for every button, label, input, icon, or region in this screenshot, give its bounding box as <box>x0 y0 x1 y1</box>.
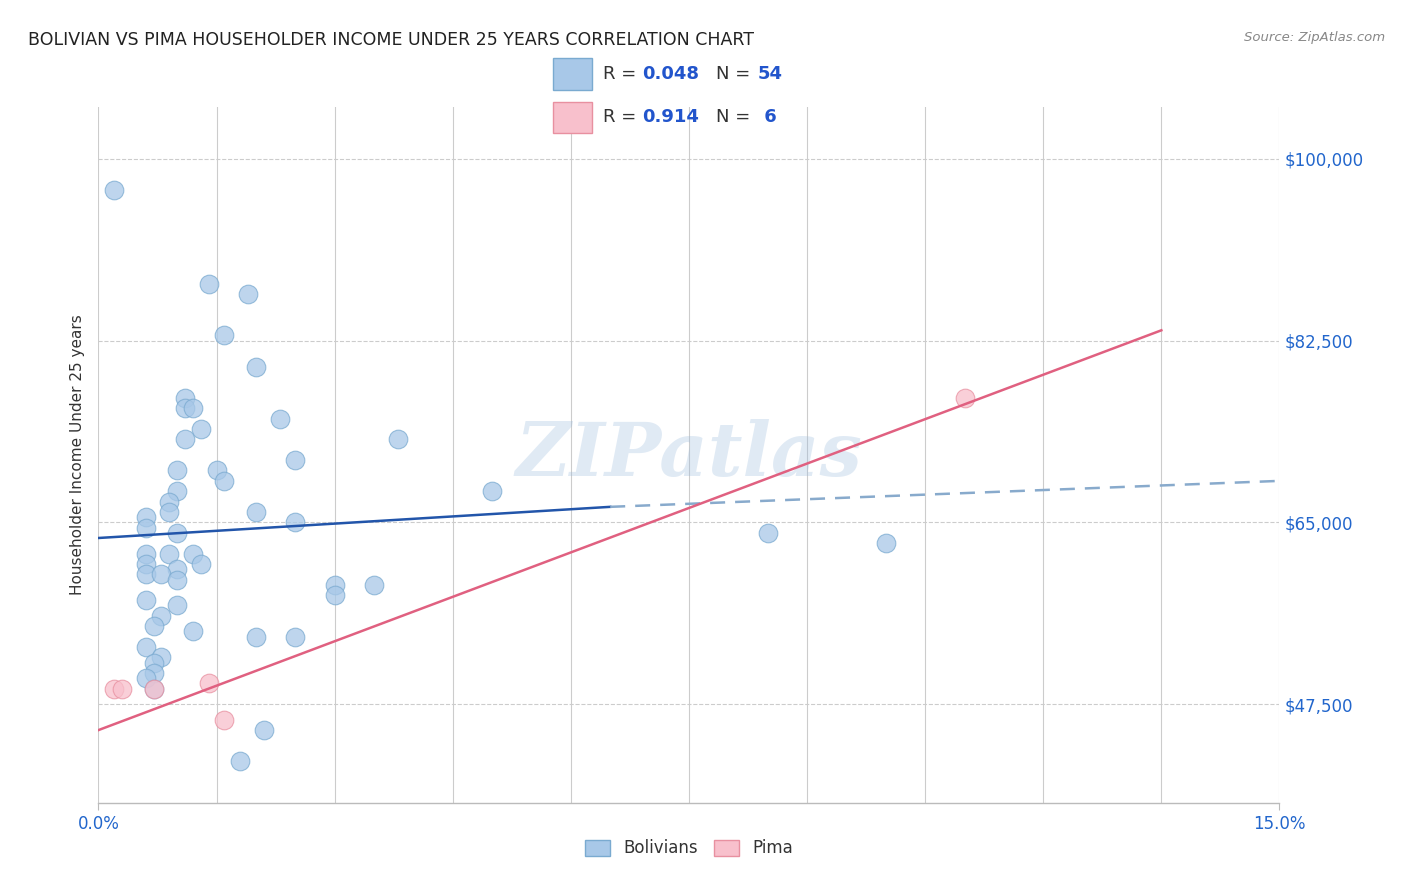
Point <box>150 608 173 623</box>
Point <box>214 713 236 727</box>
Point <box>190 422 212 436</box>
Text: N =: N = <box>716 65 755 83</box>
Point <box>181 401 204 416</box>
Point <box>166 484 188 499</box>
Point <box>142 656 165 670</box>
Point <box>174 433 197 447</box>
Point <box>166 599 188 613</box>
Text: 6: 6 <box>758 109 776 127</box>
Point <box>387 433 409 447</box>
Point <box>157 494 180 508</box>
Point <box>245 359 267 374</box>
Point <box>166 463 188 477</box>
Point <box>142 665 165 680</box>
Point <box>245 630 267 644</box>
Point <box>245 505 267 519</box>
Point <box>205 463 228 477</box>
Text: Source: ZipAtlas.com: Source: ZipAtlas.com <box>1244 31 1385 45</box>
Point <box>157 547 180 561</box>
Point <box>174 401 197 416</box>
Text: BOLIVIAN VS PIMA HOUSEHOLDER INCOME UNDER 25 YEARS CORRELATION CHART: BOLIVIAN VS PIMA HOUSEHOLDER INCOME UNDE… <box>28 31 754 49</box>
Text: 54: 54 <box>758 65 783 83</box>
Point <box>214 474 236 488</box>
Text: 0.914: 0.914 <box>643 109 699 127</box>
Point <box>103 183 125 197</box>
Point <box>150 567 173 582</box>
Point <box>236 287 259 301</box>
Point <box>166 573 188 587</box>
Point <box>157 505 180 519</box>
Point <box>135 557 157 571</box>
Text: R =: R = <box>603 65 643 83</box>
Point <box>135 567 157 582</box>
Text: ZIPatlas: ZIPatlas <box>516 418 862 491</box>
FancyBboxPatch shape <box>553 59 592 90</box>
Point <box>181 624 204 639</box>
Point <box>323 578 346 592</box>
Point <box>181 547 204 561</box>
Point <box>135 593 157 607</box>
Point <box>111 681 134 696</box>
Point <box>142 681 165 696</box>
FancyBboxPatch shape <box>553 102 592 134</box>
Point <box>269 411 291 425</box>
Point <box>174 391 197 405</box>
Point <box>135 520 157 534</box>
Point <box>214 328 236 343</box>
Point <box>166 562 188 576</box>
Point <box>756 525 779 540</box>
Text: R =: R = <box>603 109 643 127</box>
Point <box>284 453 307 467</box>
Point <box>284 516 307 530</box>
Point <box>135 547 157 561</box>
Point <box>953 391 976 405</box>
Point <box>135 510 157 524</box>
Point <box>197 676 219 690</box>
Point <box>875 536 897 550</box>
Text: N =: N = <box>716 109 755 127</box>
Point <box>197 277 219 291</box>
Point <box>190 557 212 571</box>
Point <box>142 619 165 633</box>
Y-axis label: Householder Income Under 25 years: Householder Income Under 25 years <box>70 315 86 595</box>
Point <box>166 525 188 540</box>
Point <box>481 484 503 499</box>
Legend: Bolivians, Pima: Bolivians, Pima <box>578 833 800 864</box>
Text: 0.048: 0.048 <box>643 65 700 83</box>
Point <box>142 681 165 696</box>
Point <box>150 650 173 665</box>
Point <box>135 671 157 685</box>
Point <box>253 723 276 738</box>
Point <box>323 588 346 602</box>
Point <box>284 630 307 644</box>
Point <box>135 640 157 654</box>
Point <box>229 754 252 768</box>
Point <box>103 681 125 696</box>
Point <box>363 578 385 592</box>
